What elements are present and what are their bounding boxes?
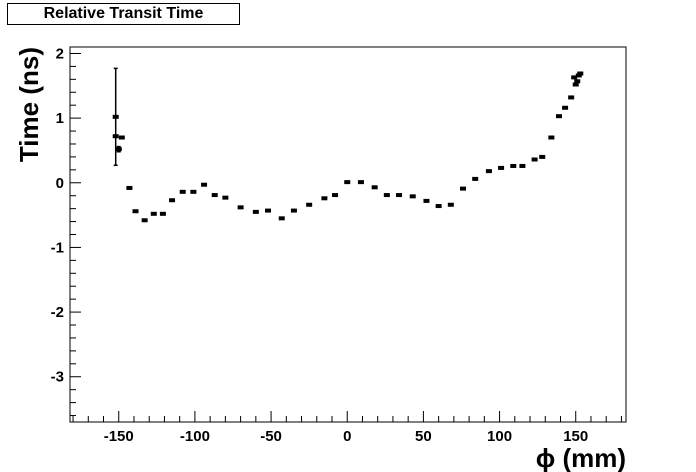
x-tick-label: 150 bbox=[563, 428, 588, 445]
data-point bbox=[132, 209, 139, 214]
data-point bbox=[237, 205, 244, 210]
y-tick-label: 2 bbox=[56, 45, 64, 62]
data-point bbox=[201, 182, 208, 187]
x-axis-title: ϕ (mm) bbox=[536, 443, 626, 472]
data-point bbox=[357, 180, 364, 185]
data-point bbox=[531, 157, 538, 162]
data-markers bbox=[112, 67, 584, 223]
data-point bbox=[447, 202, 454, 207]
y-tick-label: -1 bbox=[51, 239, 64, 256]
plot-frame bbox=[69, 46, 627, 423]
data-point bbox=[321, 196, 328, 201]
data-point bbox=[169, 198, 176, 203]
y-tick-label: -3 bbox=[51, 369, 64, 386]
data-point bbox=[571, 75, 578, 80]
data-point bbox=[159, 211, 166, 216]
data-point bbox=[539, 154, 546, 159]
data-point bbox=[112, 114, 119, 119]
x-tick-label: 0 bbox=[343, 428, 351, 445]
data-point bbox=[577, 71, 584, 76]
data-point bbox=[222, 195, 229, 200]
data-point bbox=[572, 82, 579, 87]
data-point bbox=[126, 185, 133, 190]
data-point bbox=[460, 186, 467, 191]
tick-labels: -150 -100 -50 0 50 100 150 -3 -2 -1 0 1 2 bbox=[51, 45, 589, 445]
data-point bbox=[179, 189, 186, 194]
data-point bbox=[562, 105, 569, 110]
data-point bbox=[115, 147, 122, 152]
data-point bbox=[472, 176, 479, 181]
data-point bbox=[371, 185, 378, 190]
x-tick-label: -100 bbox=[180, 428, 210, 445]
data-point bbox=[409, 194, 416, 199]
y-tick-label: 0 bbox=[56, 175, 64, 192]
data-point bbox=[510, 163, 517, 168]
data-point bbox=[211, 193, 218, 198]
data-point bbox=[265, 208, 272, 213]
data-point bbox=[190, 189, 197, 194]
data-point bbox=[568, 95, 575, 100]
data-point bbox=[383, 193, 390, 198]
data-point bbox=[332, 193, 339, 198]
x-tick-label: -150 bbox=[104, 428, 134, 445]
x-tick-label: -50 bbox=[260, 428, 282, 445]
axis-ticks bbox=[70, 52, 622, 422]
y-tick-label: -2 bbox=[51, 304, 64, 321]
data-point bbox=[278, 216, 285, 221]
data-point bbox=[141, 218, 148, 223]
y-axis-title: Time (ns) bbox=[14, 47, 44, 162]
data-point bbox=[118, 135, 125, 140]
data-point bbox=[112, 134, 119, 139]
data-point bbox=[574, 79, 581, 84]
data-point bbox=[290, 208, 297, 213]
data-point bbox=[485, 169, 492, 174]
data-point bbox=[150, 211, 157, 216]
data-point bbox=[555, 114, 562, 119]
x-tick-label: 100 bbox=[487, 428, 512, 445]
data-point bbox=[252, 209, 259, 214]
data-point bbox=[435, 204, 442, 209]
data-point bbox=[498, 165, 505, 170]
data-point bbox=[396, 193, 403, 198]
x-tick-label: 50 bbox=[415, 428, 432, 445]
data-point bbox=[548, 135, 555, 140]
chart-title: Relative Transit Time bbox=[7, 3, 240, 25]
data-point bbox=[306, 202, 313, 207]
data-point bbox=[344, 180, 351, 185]
data-point bbox=[519, 163, 526, 168]
data-point bbox=[423, 198, 430, 203]
y-tick-label: 1 bbox=[56, 110, 64, 127]
